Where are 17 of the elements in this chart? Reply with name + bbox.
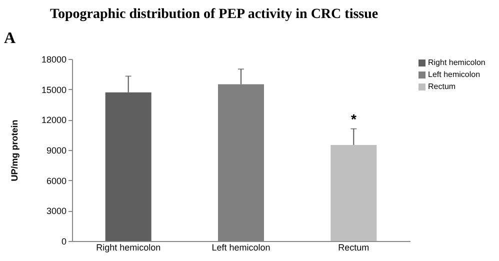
legend-label: Left hemicolon xyxy=(428,70,480,79)
x-tick-label: Rectum xyxy=(338,242,370,252)
y-tick-label: 18000 xyxy=(41,54,66,64)
x-tick-label: Right hemicolon xyxy=(96,242,161,252)
y-tick-label: 12000 xyxy=(41,115,66,126)
y-tick-label: 0 xyxy=(61,236,66,246)
legend-label: Right hemicolon xyxy=(428,58,486,67)
annotation: * xyxy=(350,110,357,127)
chart-title: Topographic distribution of PEP activity in CRC tissue xyxy=(50,7,378,22)
x-tick-label: Left hemicolon xyxy=(212,242,270,252)
legend-label: Rectum xyxy=(428,82,456,91)
y-tick-label: 3000 xyxy=(46,206,66,216)
y-tick-label: 15000 xyxy=(41,84,66,95)
y-tick-label: 6000 xyxy=(46,176,66,186)
y-tick-label: 9000 xyxy=(46,146,66,156)
text: A xyxy=(4,30,16,48)
y-axis-title: UP/mg protein xyxy=(9,120,20,182)
